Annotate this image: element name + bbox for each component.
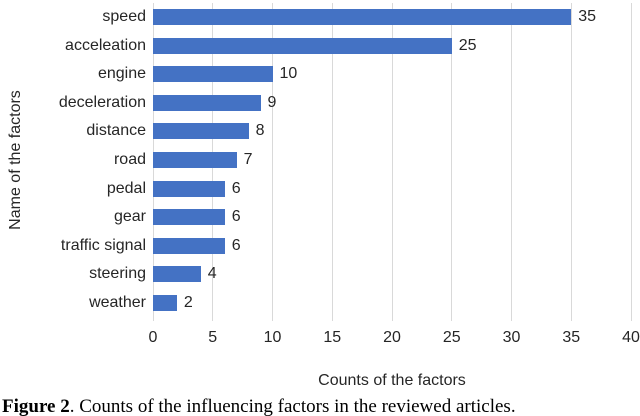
- x-tick-label: 30: [502, 329, 521, 346]
- bar-value-label: 6: [231, 236, 241, 254]
- bar-value-label: 4: [207, 265, 217, 283]
- bar: [153, 9, 572, 26]
- bar: [153, 66, 273, 83]
- category-label: distance: [86, 122, 146, 140]
- bar: [153, 94, 261, 111]
- figure-caption: Figure 2. Counts of the influencing fact…: [2, 396, 638, 416]
- x-tick-label: 10: [263, 329, 282, 346]
- bar: [153, 123, 249, 140]
- gridline: [570, 3, 572, 321]
- x-axis-tick-labels: 0 5 10 15 20 25 30 35 40: [149, 329, 640, 350]
- bar: [153, 180, 225, 197]
- bar-value-label: 8: [255, 122, 265, 140]
- gridline: [451, 3, 453, 321]
- caption-label: Figure 2: [2, 396, 70, 416]
- bar: [153, 294, 177, 311]
- x-tick-label: 35: [562, 329, 581, 346]
- category-label: deceleration: [58, 93, 146, 111]
- gridline: [331, 3, 333, 321]
- gridline: [272, 3, 273, 321]
- bar: [153, 209, 225, 226]
- bar: [153, 37, 452, 54]
- bar-value-label: 6: [231, 208, 241, 226]
- bar-value-label: 7: [243, 151, 253, 168]
- category-label: steering: [89, 265, 146, 283]
- category-label: gear: [113, 208, 146, 226]
- bar: [153, 152, 237, 168]
- gridline: [630, 3, 632, 321]
- category-label: speed: [102, 8, 146, 26]
- bar-value-label: 6: [231, 179, 241, 197]
- category-axis-labels: speed acceleation engine deceleration distan…: [0, 3, 146, 317]
- bar-value-label: 2: [183, 293, 193, 311]
- category-label: road: [113, 151, 146, 168]
- x-tick-label: 0: [148, 329, 158, 346]
- bar: [153, 237, 225, 254]
- category-label: acceleation: [65, 36, 146, 54]
- plot-area: 35 25 10 9 8 7 6 6 6 4 2: [152, 3, 632, 321]
- category-label: pedal: [106, 179, 146, 197]
- x-tick-label: 15: [323, 329, 342, 346]
- bar-value-label: 9: [267, 93, 277, 111]
- category-label: weather: [89, 293, 146, 311]
- bar-value-label: 10: [279, 65, 298, 83]
- gridline: [511, 3, 512, 321]
- gridline: [391, 3, 393, 321]
- category-label: engine: [97, 65, 146, 83]
- x-tick-label: 20: [383, 329, 401, 346]
- caption-text: . Counts of the influencing factors in t…: [69, 396, 516, 416]
- category-label: traffic signal: [60, 236, 146, 254]
- x-tick-label: 5: [208, 329, 218, 346]
- bar-value-label: 25: [458, 36, 477, 54]
- x-tick-label: 25: [442, 329, 461, 346]
- x-tick-label: 40: [622, 329, 640, 346]
- x-axis-title: Counts of the factors: [318, 372, 466, 389]
- bar-value-label: 35: [578, 8, 597, 26]
- bar: [153, 266, 201, 283]
